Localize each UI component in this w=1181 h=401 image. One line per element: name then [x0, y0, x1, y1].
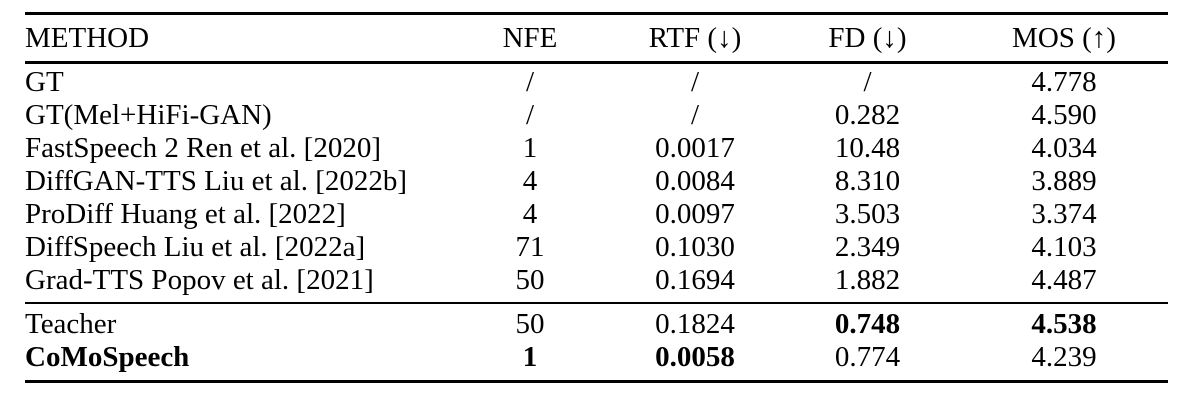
rtf-cell: 0.1694 — [655, 264, 735, 296]
method-cell: DiffGAN-TTS Liu et al. [2022b] — [25, 165, 408, 197]
method-cell: Teacher — [25, 308, 117, 340]
nfe-cell: 71 — [515, 231, 545, 263]
method-cell: CoMoSpeech — [25, 341, 190, 373]
method-cell: DiffSpeech Liu et al. [2022a] — [25, 231, 366, 263]
table-row: DiffGAN-TTS Liu et al. [2022b] 4 0.0084 … — [25, 165, 1168, 198]
nfe-cell: 4 — [522, 198, 538, 230]
rtf-cell: / — [690, 99, 700, 131]
table-row: Teacher 50 0.1824 0.748 4.538 — [25, 303, 1168, 341]
rtf-cell: 0.0084 — [655, 165, 735, 197]
table-row: Grad-TTS Popov et al. [2021] 50 0.1694 1… — [25, 264, 1168, 303]
column-header-fd: FD (↓) — [828, 22, 907, 54]
fd-cell: 3.503 — [834, 198, 901, 230]
fd-cell: 8.310 — [834, 165, 901, 197]
fd-cell: 10.48 — [834, 132, 901, 164]
nfe-cell: 4 — [522, 165, 538, 197]
method-cell: FastSpeech 2 Ren et al. [2020] — [25, 132, 381, 164]
table-row: ProDiff Huang et al. [2022] 4 0.0097 3.5… — [25, 198, 1168, 231]
table-header: METHOD NFE RTF (↓) FD (↓) MOS (↑) — [25, 14, 1168, 63]
rtf-cell: 0.0058 — [655, 341, 735, 373]
proposed-methods-group: Teacher 50 0.1824 0.748 4.538 CoMoSpeech… — [25, 303, 1168, 382]
rtf-cell: 0.1824 — [655, 308, 735, 340]
fd-cell: 0.774 — [834, 341, 901, 373]
rtf-cell: / — [690, 66, 700, 98]
fd-cell: / — [863, 66, 872, 98]
table-row: GT(Mel+HiFi-GAN) / / 0.282 4.590 — [25, 99, 1168, 132]
rtf-cell: 0.0097 — [655, 198, 735, 230]
header-row: METHOD NFE RTF (↓) FD (↓) MOS (↑) — [25, 14, 1168, 63]
rtf-cell: 0.0017 — [655, 132, 735, 164]
mos-cell: 3.889 — [1031, 165, 1097, 197]
nfe-cell: 1 — [522, 341, 538, 373]
nfe-cell: / — [525, 66, 535, 98]
table-row: GT / / / 4.778 — [25, 63, 1168, 100]
method-cell: Grad-TTS Popov et al. [2021] — [25, 264, 374, 296]
baseline-methods-group: GT / / / 4.778 GT(Mel+HiFi-GAN) / / 0.28… — [25, 63, 1168, 303]
nfe-cell: 50 — [515, 264, 545, 296]
fd-cell: 2.349 — [834, 231, 901, 263]
mos-cell: 4.239 — [1031, 341, 1097, 373]
nfe-cell: / — [525, 99, 535, 131]
nfe-cell: 50 — [515, 308, 545, 340]
mos-cell: 4.538 — [1031, 308, 1097, 340]
column-header-nfe: NFE — [502, 22, 558, 54]
fd-cell: 0.748 — [834, 308, 901, 340]
table-row: FastSpeech 2 Ren et al. [2020] 1 0.0017 … — [25, 132, 1168, 165]
table-row: DiffSpeech Liu et al. [2022a] 71 0.1030 … — [25, 231, 1168, 264]
method-cell: ProDiff Huang et al. [2022] — [25, 198, 346, 230]
mos-cell: 4.590 — [1031, 99, 1097, 131]
column-header-rtf: RTF (↓) — [648, 22, 742, 54]
fd-cell: 0.282 — [834, 99, 901, 131]
fd-cell: 1.882 — [834, 264, 901, 296]
mos-cell: 4.778 — [1031, 66, 1097, 98]
column-header-mos: MOS (↑) — [1012, 22, 1116, 54]
mos-cell: 4.034 — [1031, 132, 1097, 164]
column-header-method: METHOD — [25, 22, 150, 54]
rtf-cell: 0.1030 — [655, 231, 735, 263]
mos-cell: 4.487 — [1031, 264, 1097, 296]
mos-cell: 3.374 — [1031, 198, 1097, 230]
method-cell: GT — [25, 66, 64, 98]
mos-cell: 4.103 — [1031, 231, 1097, 263]
results-table: METHOD NFE RTF (↓) FD (↓) MOS (↑) GT / /… — [25, 12, 1168, 383]
nfe-cell: 1 — [522, 132, 538, 164]
table-row: CoMoSpeech 1 0.0058 0.774 4.239 — [25, 341, 1168, 382]
method-cell: GT(Mel+HiFi-GAN) — [25, 99, 272, 131]
